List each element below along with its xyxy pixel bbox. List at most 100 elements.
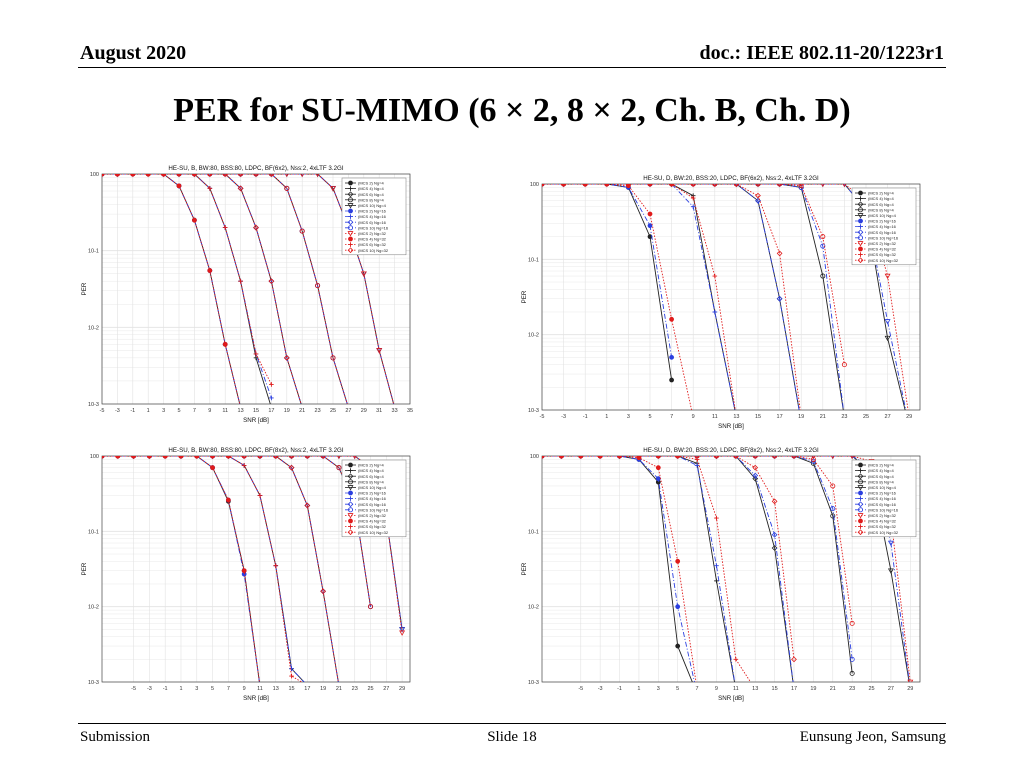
data-point-blue <box>771 531 778 538</box>
data-point-red <box>115 174 120 178</box>
data-point-red <box>714 456 719 460</box>
legend-marker <box>858 518 863 524</box>
data-point-red <box>733 657 739 662</box>
data-point-red <box>304 502 311 509</box>
data-point-red <box>811 456 816 460</box>
x-tick-label: 11 <box>733 686 739 692</box>
legend-marker <box>348 462 353 468</box>
legend-label: (MCS 10) Ng=16 <box>868 235 899 240</box>
legend-label: (MCS 6) Ng=16 <box>358 502 387 507</box>
x-tick-label: 21 <box>299 408 305 414</box>
data-point-red <box>756 184 760 188</box>
x-tick-label: 9 <box>715 686 718 692</box>
series-line-black-1 <box>542 456 693 682</box>
legend: (MCS 2) Ng=4(MCS 4) Ng=4(MCS 6) Ng=4(MCS… <box>851 459 917 538</box>
data-point-blue <box>269 395 274 401</box>
x-tick-label: 15 <box>253 408 259 414</box>
x-tick-label: 1 <box>179 686 182 692</box>
grid <box>541 183 920 411</box>
legend-marker <box>858 490 863 496</box>
chart-title: HE-SU, D, BW:20, BSS:20, LDPC, BF(6x2), … <box>643 175 819 182</box>
x-tick-label: -1 <box>163 686 168 692</box>
data-point-red <box>241 463 247 468</box>
legend-marker <box>347 225 353 231</box>
footer-author: Eunsung Jeon, Samsung <box>799 729 946 745</box>
data-point-blue <box>675 604 681 610</box>
legend-label: (MCS 6) Ng=4 <box>358 192 384 197</box>
y-tick-label: 100 <box>530 182 539 188</box>
x-tick-label: 19 <box>284 408 290 414</box>
x-tick-label: 5 <box>648 414 651 420</box>
data-point-red <box>315 174 320 178</box>
data-point-blue <box>647 223 653 229</box>
x-axis-label: SNR [dB] <box>718 423 744 430</box>
legend-marker <box>857 213 864 219</box>
chart-title: HE-SU, B, BW:80, BSS:80, LDPC, BF(8x2), … <box>168 447 343 454</box>
series-line-blue-3 <box>102 174 302 404</box>
chart-panel-2: -5 -3 -1 1 3 5 7 9 11 13 15 17 19 21 23 25 27 29 10-3 10-2 1… <box>520 168 930 436</box>
data-point-red <box>734 184 739 188</box>
data-point-red <box>242 456 246 460</box>
data-point-black <box>771 545 778 551</box>
data-point-red <box>777 184 782 188</box>
series-line-red-1 <box>102 456 260 682</box>
data-point-red <box>734 456 738 460</box>
legend-label: (MCS 4) Ng=16 <box>868 496 897 501</box>
series-line-black-2 <box>542 184 736 410</box>
data-point-red <box>285 174 289 178</box>
y-tick-label: 10-2 <box>88 605 99 611</box>
legend: (MCS 2) Ng=4(MCS 4) Ng=4(MCS 6) Ng=4(MCS… <box>341 459 407 538</box>
data-point-red <box>222 341 228 347</box>
legend-label: (MCS 10) Ng=16 <box>358 507 389 512</box>
data-point-red <box>284 185 290 191</box>
series-line-blue-1 <box>102 174 241 404</box>
legend-label: (MCS 6) Ng=32 <box>868 252 897 257</box>
data-point-red <box>821 184 825 188</box>
x-tick-label: 9 <box>208 408 211 414</box>
legend-label: (MCS 6) Ng=16 <box>358 220 387 225</box>
x-tick-label: 3 <box>627 414 630 420</box>
data-point-red <box>283 354 290 361</box>
y-tick-label: 10-1 <box>528 529 539 535</box>
data-point-red <box>655 465 661 471</box>
x-tick-label: 29 <box>906 414 912 420</box>
per-chart-2: -5 -3 -1 1 3 5 7 9 11 13 15 17 19 21 23 25 27 2910-310-21… <box>521 175 921 430</box>
data-point-blue <box>752 472 759 479</box>
legend-label: (MCS 2) Ng=32 <box>358 231 387 236</box>
data-point-red <box>315 283 321 289</box>
series-layer <box>102 456 406 682</box>
x-tick-label: -1 <box>130 408 135 414</box>
data-point-red <box>146 174 150 178</box>
data-point-red <box>755 192 761 199</box>
data-point-red <box>772 456 777 460</box>
data-point-black <box>849 670 855 676</box>
x-tick-label: 35 <box>407 408 413 414</box>
x-tick-label: 17 <box>791 686 797 692</box>
x-tick-label: 3 <box>162 408 165 414</box>
series-line-red-4 <box>542 184 845 365</box>
legend-marker <box>857 501 864 508</box>
legend-marker <box>348 186 353 191</box>
legend-marker <box>348 236 353 242</box>
data-point-red <box>210 465 215 471</box>
x-tick-label: 1 <box>147 408 150 414</box>
data-point-red <box>116 456 120 460</box>
x-tick-label: 29 <box>361 408 367 414</box>
legend-label: (MCS 6) Ng=4 <box>868 202 894 207</box>
data-point-red <box>691 184 695 188</box>
x-tick-label: 7 <box>193 408 196 414</box>
data-point-black <box>830 513 836 519</box>
legend-marker <box>348 490 353 496</box>
data-point-red <box>368 604 374 610</box>
legend-label: (MCS 8) Ng=4 <box>358 197 384 202</box>
legend-label: (MCS 6) Ng=4 <box>868 474 894 479</box>
header-date: August 2020 <box>80 42 187 64</box>
y-tick-label: 100 <box>90 454 99 460</box>
x-tick-label: -5 <box>540 414 545 420</box>
data-point-red <box>208 174 212 178</box>
y-tick-label: 10-2 <box>528 605 539 611</box>
legend-label: (MCS 10) Ng=32 <box>358 530 389 535</box>
data-point-red <box>820 234 826 240</box>
legend-marker <box>347 507 353 513</box>
x-tick-label: -5 <box>100 408 105 414</box>
